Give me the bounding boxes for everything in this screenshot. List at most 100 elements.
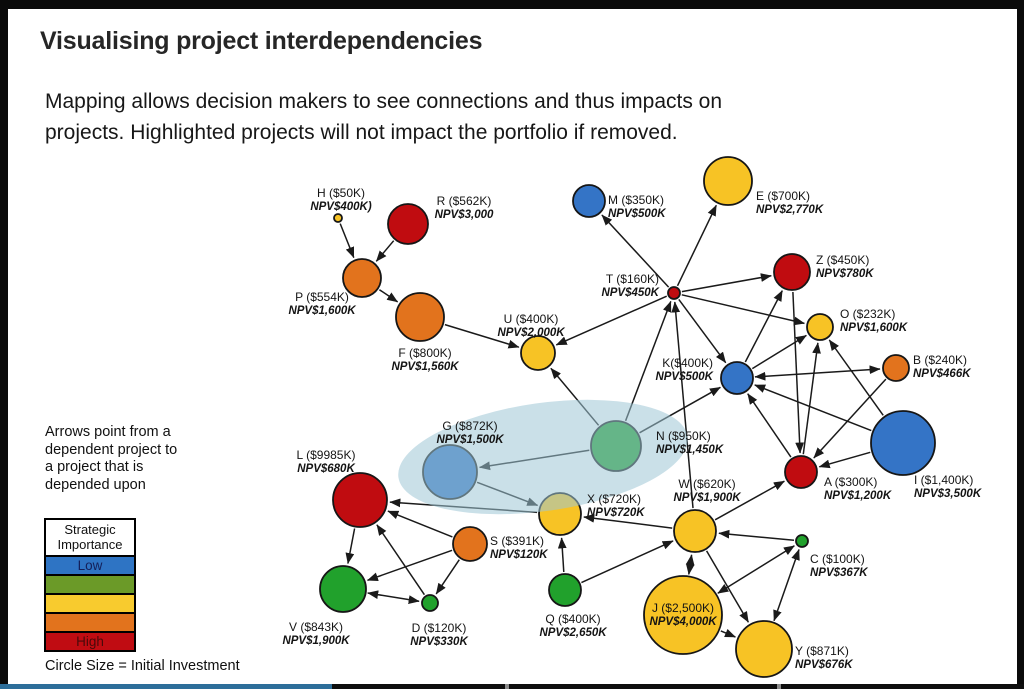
node-S (452, 526, 488, 562)
edge-D-L (376, 524, 426, 596)
edge-K-O (751, 334, 807, 370)
node-F-label: F ($800K) (398, 346, 451, 360)
arrows-annotation: Arrows point from a dependent project to… (45, 424, 177, 494)
node-D-label: D ($120K) (412, 621, 467, 635)
node-H (333, 213, 343, 223)
edge-S-L (387, 510, 453, 538)
node-L-npv: NPV$680K (297, 463, 355, 475)
node-J-label: J ($2,500K) (652, 601, 714, 615)
node-N-label: N ($950K) (656, 429, 711, 443)
circle-size-note: Circle Size = Initial Investment (45, 658, 240, 674)
node-A (784, 455, 818, 489)
node-C-label: C ($100K) (810, 552, 865, 566)
edge-T-Z (681, 273, 772, 293)
edge-Q-W (581, 540, 674, 584)
node-B-npv: NPV$466K (913, 368, 971, 380)
node-I-npv: NPV$3,500K (914, 488, 982, 500)
node-K (720, 361, 754, 395)
node-V-npv: NPV$1,900K (282, 635, 350, 647)
node-C (795, 534, 809, 548)
node-W (673, 509, 717, 553)
edge-B-A (813, 378, 887, 459)
node-E (703, 156, 753, 206)
page-title: Visualising project interdependencies (40, 27, 483, 55)
node-L (332, 472, 388, 528)
edge-T-E (676, 204, 717, 287)
node-D-npv: NPV$330K (410, 636, 468, 648)
node-U-npv: NPV$2,000K (497, 327, 565, 339)
node-A-npv: NPV$1,200K (824, 490, 892, 502)
node-X-label: X ($720K) (587, 492, 641, 506)
node-H-npv: NPV$400K) (310, 201, 372, 213)
node-Z-npv: NPV$780K (816, 268, 874, 280)
node-V-label: V ($843K) (289, 620, 343, 634)
bottom-bar-tick (777, 684, 781, 689)
edge-I-O (828, 339, 884, 416)
edge-I-K (754, 384, 872, 432)
edge-J-C (717, 545, 795, 594)
node-O-npv: NPV$1,600K (840, 322, 908, 334)
edge-Z-A (792, 291, 805, 454)
edge-R-P (375, 240, 395, 262)
node-P-label: P ($554K) (295, 290, 349, 304)
node-L-label: L ($9985K) (297, 448, 356, 462)
strategic-importance-legend: Strategic Importance Low High (44, 518, 136, 652)
node-G-label: G ($872K) (442, 419, 497, 433)
node-Z (773, 253, 811, 291)
node-F (395, 292, 445, 342)
edge-H-P (339, 223, 355, 259)
node-O (806, 313, 834, 341)
node-Y (735, 620, 793, 678)
node-Y-label: Y ($871K) (795, 644, 849, 658)
edge-W-T (671, 301, 694, 509)
edge-T-O (681, 294, 805, 326)
subtitle-line-1: Mapping allows decision makers to see co… (45, 90, 723, 113)
node-M-npv: NPV$500K (608, 208, 666, 220)
node-R-label: R ($562K) (437, 194, 492, 208)
node-B (882, 354, 910, 382)
annotation-line-3: a project that is (45, 459, 144, 475)
edge-Q-X (557, 537, 567, 573)
legend-title-line-2: Importance (57, 537, 123, 552)
annotation-line-4: depended upon (45, 476, 146, 493)
bottom-bar-blue-segment (0, 684, 332, 689)
annotation-line-1: Arrows point from a (45, 424, 171, 440)
edge-W-A (714, 480, 785, 521)
legend-row-high-label: High (76, 634, 104, 649)
node-P (342, 258, 382, 298)
node-F-npv: NPV$1,560K (391, 361, 459, 373)
edge-F-U (444, 323, 520, 349)
bottom-bar (0, 684, 1024, 689)
node-I-label: I ($1,400K) (914, 473, 973, 487)
node-Q-label: Q ($400K) (545, 612, 600, 626)
node-Q-npv: NPV$2,650K (539, 627, 607, 639)
edge-V-D (367, 590, 420, 604)
node-E-npv: NPV$2,770K (756, 204, 824, 216)
node-labels: H ($50K)NPV$400K) R ($562K)NPV$3,000 P ($5… (282, 186, 981, 671)
edge-W-X (583, 513, 673, 529)
node-J-npv: NPV$4,000K (649, 616, 717, 628)
node-Z-label: Z ($450K) (816, 253, 869, 267)
node-N-npv: NPV$1,450K (656, 444, 724, 456)
edge-T-M (601, 214, 670, 288)
edge-A-O (802, 342, 821, 455)
node-M (572, 184, 606, 218)
node-O-label: O ($232K) (840, 307, 895, 321)
legend-title: Strategic Importance (46, 520, 134, 555)
edge-J-W (685, 554, 695, 575)
node-Y-npv: NPV$676K (795, 659, 853, 671)
node-K-label: K($400K) (662, 356, 713, 370)
edge-A-K (747, 393, 792, 458)
annotation-line-2: dependent project to (45, 441, 178, 458)
node-S-npv: NPV$120K (490, 549, 548, 561)
node-E-label: E ($700K) (756, 189, 810, 203)
node-G-npv: NPV$1,500K (436, 434, 504, 446)
node-M-label: M ($350K) (608, 193, 664, 207)
node-U (520, 335, 556, 371)
node-I (870, 410, 936, 476)
subtitle-line-2: projects. Highlighted projects will not … (45, 121, 678, 144)
node-T (667, 286, 681, 300)
highlight-ellipse (398, 399, 688, 515)
edge-C-W (718, 529, 795, 542)
node-P-npv: NPV$1,600K (288, 305, 356, 317)
